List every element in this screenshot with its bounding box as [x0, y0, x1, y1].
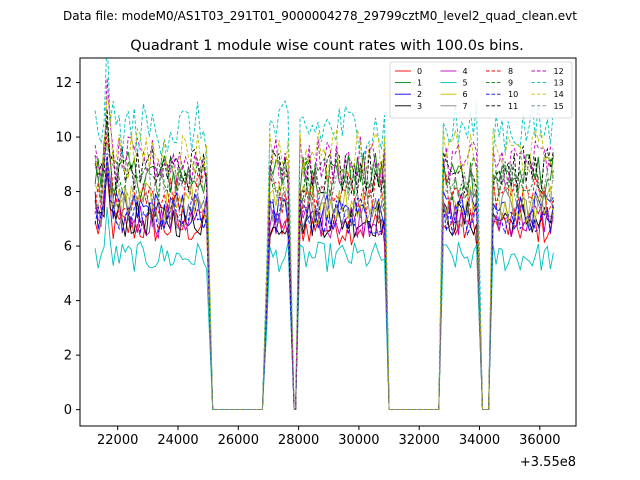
- series-line-10: [94, 152, 554, 411]
- x-tick-label: 36000: [519, 433, 560, 448]
- x-tick-label: 32000: [399, 433, 440, 448]
- y-tick-label: 8: [64, 185, 72, 200]
- legend-label-14: 14: [554, 90, 564, 99]
- y-axis: 0 2 4 6 8 10 12: [55, 76, 80, 418]
- series-line-15: [94, 144, 554, 411]
- y-tick-label: 6: [64, 240, 72, 255]
- series-group: [94, 58, 554, 411]
- series-line-4: [94, 158, 554, 411]
- y-tick-label: 12: [55, 76, 72, 91]
- legend-label-9: 9: [508, 79, 513, 88]
- x-tick-label: 24000: [157, 433, 198, 448]
- legend-label-3: 3: [417, 102, 422, 111]
- chart-title: Quadrant 1 module wise count rates with …: [130, 38, 524, 54]
- series-line-5: [94, 206, 554, 411]
- legend-label-15: 15: [554, 102, 564, 111]
- series-line-7: [94, 157, 554, 411]
- series-line-14: [94, 94, 554, 411]
- x-tick-label: 30000: [338, 433, 379, 448]
- plot-area-frame: [79, 57, 577, 427]
- legend-label-6: 6: [463, 90, 468, 99]
- legend-label-8: 8: [508, 67, 513, 76]
- legend-label-12: 12: [554, 67, 564, 76]
- legend-label-1: 1: [417, 79, 422, 88]
- legend-frame: [389, 61, 573, 119]
- legend-label-7: 7: [463, 102, 468, 111]
- x-offset-label: +3.55e8: [520, 455, 576, 470]
- x-tick-label: 22000: [97, 433, 138, 448]
- legend-label-11: 11: [508, 102, 518, 111]
- legend-label-4: 4: [463, 67, 468, 76]
- y-tick-label: 4: [64, 294, 72, 309]
- series-line-13: [94, 58, 554, 411]
- legend-label-13: 13: [554, 79, 564, 88]
- file-title: Data file: modeM0/AS1T03_291T01_90000042…: [63, 9, 577, 23]
- legend-label-5: 5: [463, 79, 468, 88]
- y-tick-label: 10: [55, 131, 72, 146]
- series-line-8: [94, 133, 554, 411]
- legend-label-2: 2: [417, 90, 422, 99]
- x-axis: 22000 24000 26000 28000 30000 32000 34000 36000: [97, 426, 560, 448]
- series-line-12: [94, 78, 554, 411]
- x-tick-label: 28000: [278, 433, 319, 448]
- y-tick-label: 2: [64, 349, 72, 364]
- y-tick-label: 0: [64, 403, 72, 418]
- series-line-9: [94, 142, 554, 411]
- x-tick-label: 26000: [218, 433, 259, 448]
- legend-label-10: 10: [508, 90, 518, 99]
- legend-label-0: 0: [417, 67, 422, 76]
- x-tick-label: 34000: [459, 433, 500, 448]
